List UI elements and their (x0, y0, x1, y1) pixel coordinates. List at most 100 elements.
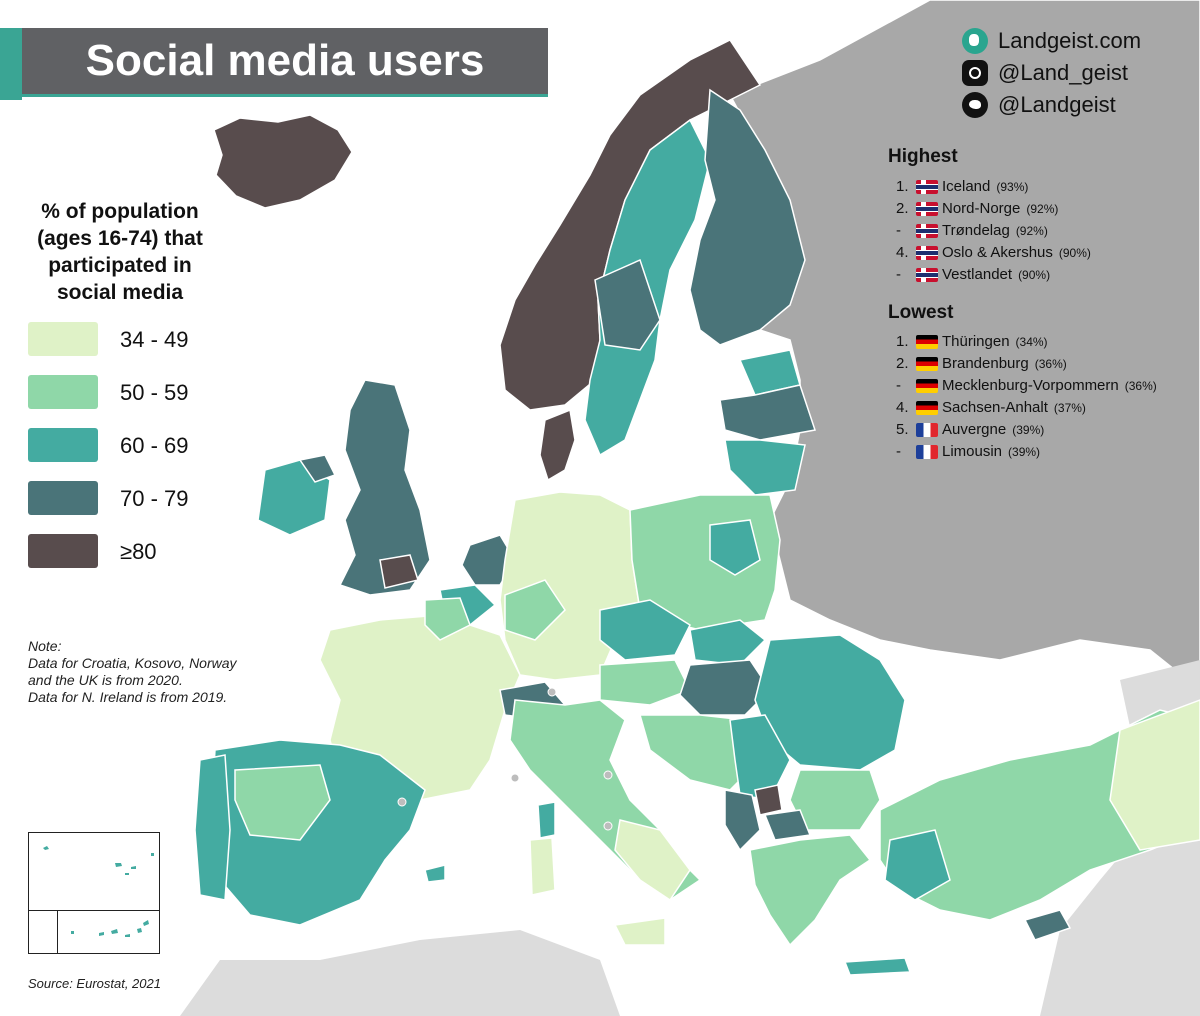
instagram-handle[interactable]: @Land_geist (962, 60, 1128, 86)
ranking-row: - Mecklenburg-Vorpommern (36%) (896, 377, 1157, 394)
region-value: (36%) (1034, 356, 1067, 371)
legend-swatch (28, 534, 98, 568)
legend-label: 70 - 79 (120, 486, 189, 511)
austria-region (599, 659, 692, 706)
flag-icon (916, 356, 938, 371)
london-region (379, 554, 419, 589)
ranking-position: - (896, 443, 901, 460)
map-title: Social media users (85, 36, 485, 85)
title-panel: Social media users (22, 28, 548, 94)
legend-title-line: (ages 16-74) that (37, 227, 203, 250)
website-handle[interactable]: Landgeist.com (962, 28, 1141, 54)
flag-icon (916, 334, 938, 349)
ranking-row: 4. Oslo & Akershus (90%) (896, 244, 1091, 261)
region-name: Trøndelag (942, 222, 1010, 239)
ranking-row: - Vestlandet (90%) (896, 266, 1050, 283)
region-name: Vestlandet (942, 266, 1013, 283)
ranking-row: 2. Brandenburg (36%) (896, 355, 1067, 372)
ranking-position: 4. (896, 244, 909, 261)
region-value: (92%) (1015, 223, 1048, 238)
crete-region (843, 957, 912, 976)
source-text: Source: Eurostat, 2021 (28, 976, 161, 991)
flag-icon (916, 400, 938, 415)
instagram-icon (962, 60, 988, 86)
region-name: Iceland (942, 178, 991, 195)
region-value: (36%) (1124, 378, 1157, 393)
ranking-position: - (896, 266, 901, 283)
note-line: Data for Croatia, Kosovo, Norway (28, 655, 237, 671)
region-name: Auvergne (942, 421, 1007, 438)
lithuania-region (724, 439, 806, 496)
legend-title: % of population (ages 16-74) that partic… (14, 198, 226, 306)
legend-item: 50 - 59 (28, 375, 248, 409)
city-dot (510, 773, 520, 783)
region-value: (93%) (996, 179, 1029, 194)
spain-north-region (234, 764, 331, 841)
city-dot (397, 797, 407, 807)
inset-map (28, 832, 160, 954)
legend-title-line: participated in (48, 254, 192, 277)
flag-icon (916, 179, 938, 194)
flag-icon (916, 444, 938, 459)
cyprus-region (1023, 909, 1072, 941)
twitter-handle[interactable]: @Landgeist (962, 92, 1116, 118)
ranking-position: 1. (896, 178, 909, 195)
inset-islands (43, 846, 154, 937)
ranking-position: - (896, 222, 901, 239)
region-value: (37%) (1053, 400, 1086, 415)
turkey-coast-region (884, 829, 951, 901)
title-banner: Social media users (0, 28, 548, 100)
city-dot (603, 770, 613, 780)
highest-heading: Highest (888, 146, 958, 167)
ranking-row: 1. Iceland (93%) (896, 178, 1028, 195)
bulgaria-region (789, 769, 881, 831)
legend-label: 34 - 49 (120, 327, 189, 352)
region-value: (39%) (1008, 444, 1041, 459)
albania-region (724, 789, 761, 852)
turkey-east-region (1109, 699, 1200, 851)
legend-item: 34 - 49 (28, 322, 248, 356)
legend-swatch (28, 322, 98, 356)
city-dot (547, 687, 557, 697)
legend-swatch (28, 481, 98, 515)
note-line: Note: (28, 638, 62, 654)
flag-icon (916, 267, 938, 282)
netherlands-region (461, 534, 516, 586)
czechia-region (599, 599, 691, 661)
hungary-region (679, 659, 771, 716)
region-value: (90%) (1018, 267, 1051, 282)
portugal-region (194, 754, 231, 901)
ranking-row: 5. Auvergne (39%) (896, 421, 1044, 438)
iceland-region (213, 114, 353, 209)
legend-label: 50 - 59 (120, 380, 189, 405)
twitter-icon (962, 92, 988, 118)
inset-divider (29, 910, 159, 911)
slovakia-region (689, 619, 767, 666)
region-name: Sachsen-Anhalt (942, 399, 1048, 416)
legend-label: ≥80 (120, 539, 157, 564)
finland-region (689, 88, 806, 346)
title-accent (0, 28, 22, 100)
denmark-region (539, 408, 576, 482)
region-value: (34%) (1015, 334, 1048, 349)
website-label: Landgeist.com (998, 28, 1142, 53)
ranking-row: - Limousin (39%) (896, 443, 1040, 460)
n-ireland-region (298, 454, 337, 483)
balearic-region (424, 864, 446, 883)
legend-item: 70 - 79 (28, 481, 248, 515)
city-dot (603, 821, 613, 831)
flag-icon (916, 422, 938, 437)
germany-west-region (504, 579, 566, 641)
north-africa-land (180, 930, 620, 1016)
note: Note: Data for Croatia, Kosovo, Norway a… (28, 638, 237, 706)
ranking-position: 2. (896, 200, 909, 217)
globe-icon (962, 28, 988, 54)
region-name: Nord-Norge (942, 200, 1021, 217)
ranking-position: 2. (896, 355, 909, 372)
flag-icon (916, 223, 938, 238)
greece-region (749, 834, 872, 947)
ranking-row: 4. Sachsen-Anhalt (37%) (896, 399, 1086, 416)
sicily-region (613, 917, 666, 946)
legend-swatch (28, 428, 98, 462)
